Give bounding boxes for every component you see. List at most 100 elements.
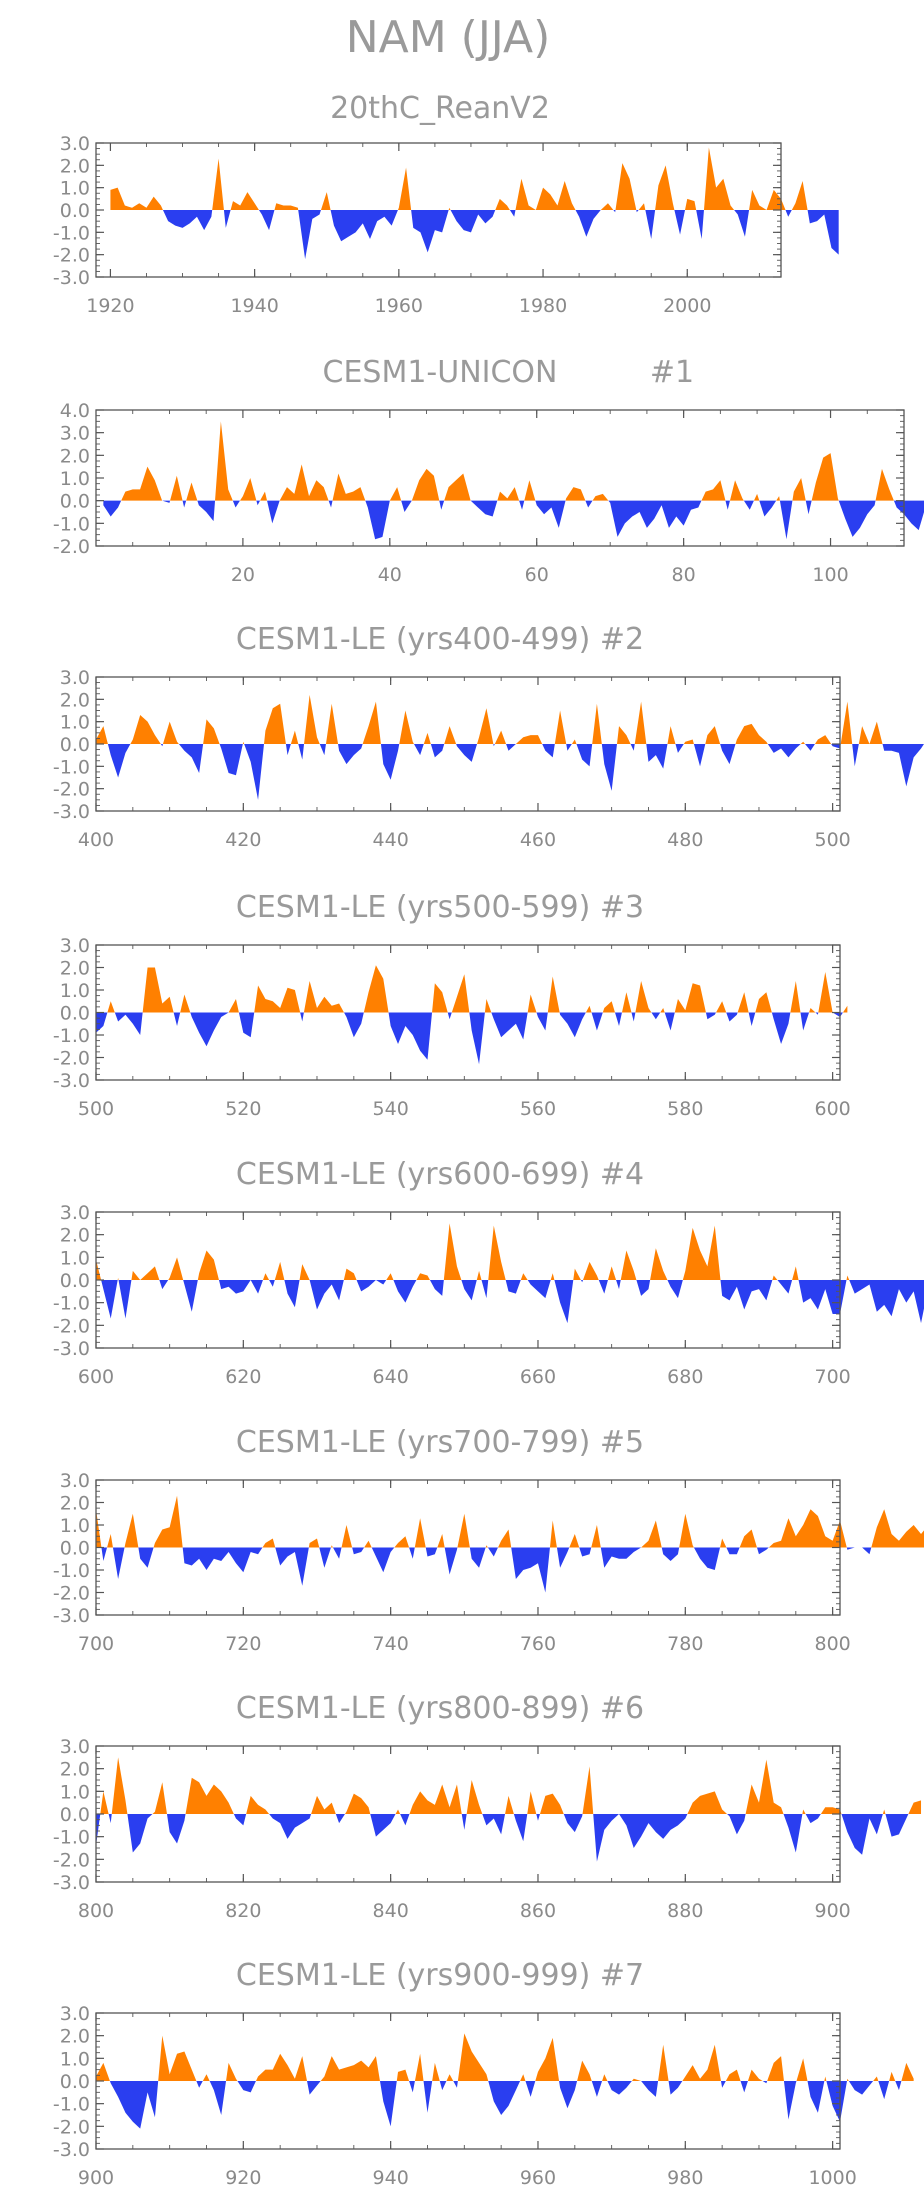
- panel-4: CESM1-LE (yrs500-599) #3 -3.0-2.0-1.00.01…: [53, 890, 851, 1120]
- x-tick-label: 700: [815, 1366, 851, 1388]
- x-tick-label: 560: [520, 1098, 556, 1120]
- panel-7: CESM1-LE (yrs800-899) #6 -3.0-2.0-1.00.01…: [53, 1691, 922, 1922]
- y-tick-label: 1.0: [60, 178, 90, 200]
- y-tick-label: -1.0: [53, 222, 90, 244]
- y-tick-label: 0.0: [60, 1804, 90, 1826]
- y-tick-label: 3.0: [60, 133, 90, 155]
- x-tick-label: 520: [225, 1098, 261, 1120]
- y-tick-label: 0.0: [60, 734, 90, 756]
- x-tick-label: 1920: [86, 295, 134, 317]
- x-tick-label: 540: [373, 1098, 409, 1120]
- positive-area: [110, 147, 808, 210]
- x-tick-label: 460: [520, 829, 556, 851]
- panel-title: CESM1-LE (yrs500-599) #3: [236, 890, 644, 925]
- x-tick-label: 740: [373, 1633, 409, 1655]
- x-tick-label: 1000: [808, 2167, 856, 2189]
- panel-6: CESM1-LE (yrs700-799) #5 -3.0-2.0-1.00.01…: [53, 1425, 924, 1655]
- y-tick-label: -1.0: [53, 2094, 90, 2116]
- y-tick-label: 3.0: [60, 1202, 90, 1224]
- panel-1: 20thC_ReanV2 -3.0-2.0-1.00.01.02.03.0 1920…: [53, 91, 839, 317]
- y-tick-label: 0.0: [60, 1003, 90, 1025]
- y-tick-label: -2.0: [53, 1048, 90, 1070]
- negative-area: [101, 1280, 924, 1324]
- x-tick-label: 720: [225, 1633, 261, 1655]
- y-tick-label: 3.0: [60, 1736, 90, 1758]
- y-tick-label: -2.0: [53, 245, 90, 267]
- y-tick-label: 3.0: [60, 935, 90, 957]
- y-tick-label: -2.0: [53, 2116, 90, 2138]
- negative-area: [107, 744, 924, 800]
- x-tick-label: 1960: [375, 295, 423, 317]
- x-tick-label: 800: [78, 1900, 114, 1922]
- x-tick-label: 840: [373, 1900, 409, 1922]
- panel-title: CESM1-LE (yrs900-999) #7: [236, 1958, 644, 1993]
- x-tick-label: 100: [812, 564, 848, 586]
- y-tick-label: -3.0: [53, 1338, 90, 1360]
- x-tick-label: 640: [373, 1366, 409, 1388]
- y-tick-label: 2.0: [60, 1759, 90, 1781]
- panel-title: 20thC_ReanV2: [330, 91, 550, 126]
- y-tick-label: 2.0: [60, 2026, 90, 2048]
- x-tick-label: 980: [667, 2167, 703, 2189]
- y-tick-label: 1.0: [60, 2048, 90, 2070]
- y-tick-label: -1.0: [53, 1827, 90, 1849]
- y-tick-label: -2.0: [53, 1583, 90, 1605]
- x-tick-label: 440: [373, 829, 409, 851]
- negative-area: [101, 1547, 872, 1593]
- x-tick-label: 500: [78, 1098, 114, 1120]
- y-tick-label: -2.0: [53, 779, 90, 801]
- y-tick-label: 3.0: [60, 423, 90, 445]
- figure-title: NAM (JJA): [346, 12, 551, 63]
- y-tick-label: -1.0: [53, 756, 90, 778]
- y-tick-label: -2.0: [53, 536, 90, 558]
- negative-area: [96, 1814, 909, 1862]
- y-tick-label: -1.0: [53, 1560, 90, 1582]
- x-tick-label: 780: [667, 1633, 703, 1655]
- y-tick-label: 0.0: [60, 200, 90, 222]
- y-tick-label: 0.0: [60, 1538, 90, 1560]
- x-tick-label: 2000: [663, 295, 711, 317]
- x-tick-label: 940: [373, 2167, 409, 2189]
- positive-area: [121, 421, 894, 501]
- positive-area: [96, 1495, 924, 1548]
- y-tick-label: 2.0: [60, 958, 90, 980]
- x-tick-label: 800: [815, 1633, 851, 1655]
- y-tick-label: -3.0: [53, 801, 90, 823]
- y-tick-label: 1.0: [60, 1515, 90, 1537]
- positive-area: [96, 694, 924, 744]
- y-tick-label: 1.0: [60, 980, 90, 1002]
- y-tick-label: -3.0: [53, 267, 90, 289]
- x-tick-label: 500: [815, 829, 851, 851]
- x-tick-label: 900: [815, 1900, 851, 1922]
- x-tick-label: 880: [667, 1900, 703, 1922]
- y-tick-label: 1.0: [60, 712, 90, 734]
- y-tick-label: -3.0: [53, 2139, 90, 2161]
- y-tick-label: 2.0: [60, 1225, 90, 1247]
- y-tick-label: 1.0: [60, 468, 90, 490]
- y-tick-label: 0.0: [60, 2071, 90, 2093]
- x-tick-label: 420: [225, 829, 261, 851]
- y-tick-label: 1.0: [60, 1781, 90, 1803]
- y-tick-label: -3.0: [53, 1872, 90, 1894]
- negative-area: [103, 500, 924, 540]
- x-tick-label: 1940: [230, 295, 278, 317]
- y-tick-label: 1.0: [60, 1247, 90, 1269]
- x-tick-label: 860: [520, 1900, 556, 1922]
- positive-area: [96, 1223, 850, 1280]
- y-tick-label: -3.0: [53, 1070, 90, 1092]
- panel-3: CESM1-LE (yrs400-499) #2 -3.0-2.0-1.00.01…: [53, 622, 924, 851]
- y-tick-label: -1.0: [53, 1025, 90, 1047]
- y-tick-label: 4.0: [60, 400, 90, 422]
- panel-5: CESM1-LE (yrs600-699) #4 -3.0-2.0-1.00.01…: [53, 1157, 924, 1388]
- x-tick-label: 620: [225, 1366, 261, 1388]
- x-tick-label: 1980: [519, 295, 567, 317]
- y-tick-label: 3.0: [60, 667, 90, 689]
- panel-label: #1: [650, 355, 694, 390]
- x-tick-label: 480: [667, 829, 703, 851]
- x-tick-label: 700: [78, 1633, 114, 1655]
- positive-area: [100, 1757, 922, 1814]
- panel-title: CESM1-UNICON: [323, 355, 558, 390]
- positive-area: [107, 965, 848, 1013]
- x-tick-label: 760: [520, 1633, 556, 1655]
